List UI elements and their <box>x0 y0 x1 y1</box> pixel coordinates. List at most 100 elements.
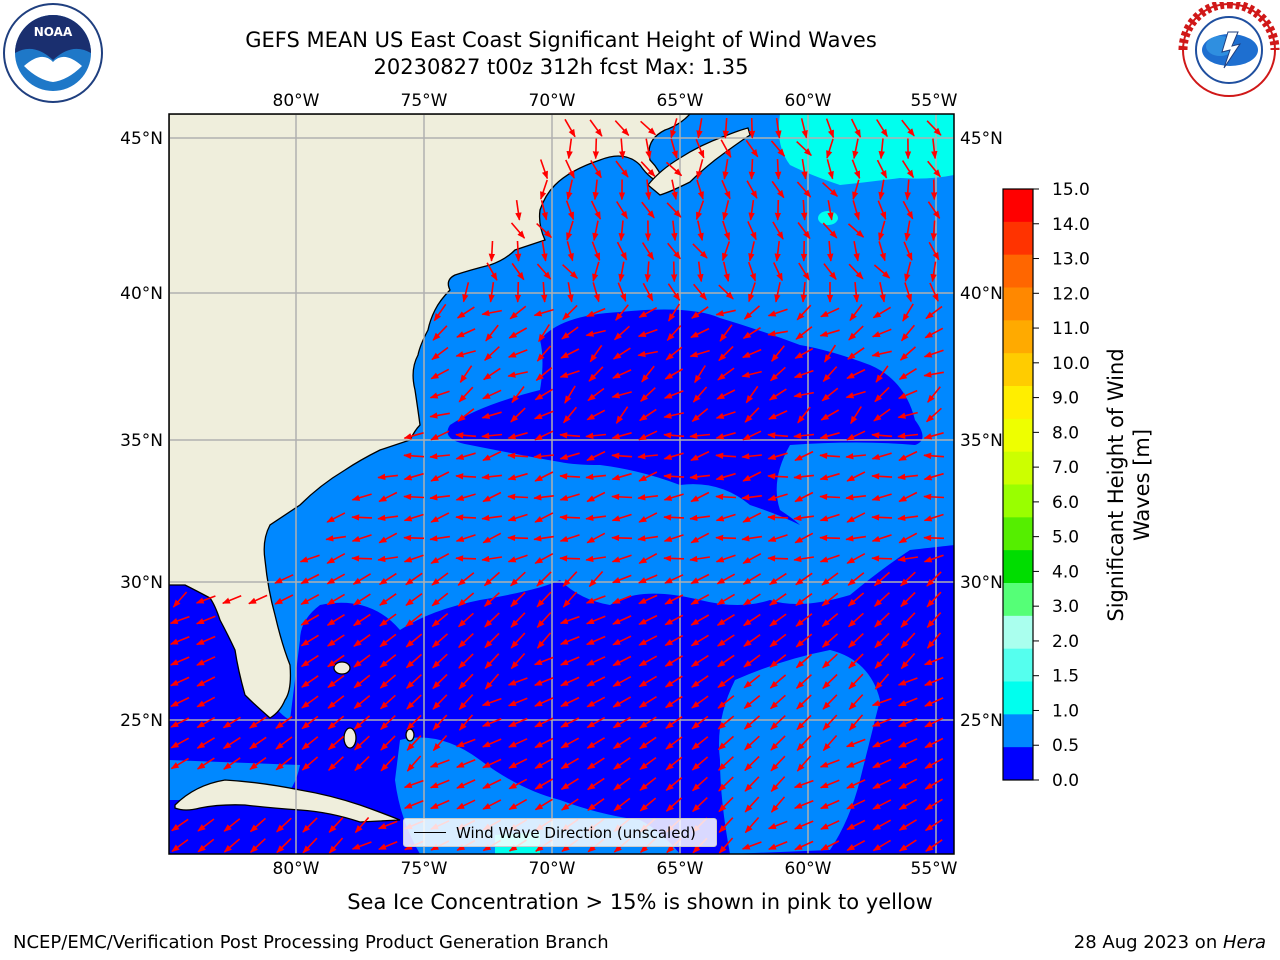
wind-wave-arrow <box>377 514 399 522</box>
wind-wave-arrow <box>923 656 944 666</box>
wind-wave-arrow <box>638 471 658 482</box>
wind-wave-arrow <box>536 632 552 649</box>
wind-wave-arrow <box>771 345 785 362</box>
wind-wave-arrow <box>848 633 864 648</box>
wind-wave-arrow <box>592 220 599 242</box>
wind-wave-arrow <box>585 555 607 563</box>
wind-wave-arrow <box>406 735 422 751</box>
wind-wave-arrow <box>845 738 866 748</box>
wind-wave-arrow <box>847 223 865 238</box>
wind-wave-arrow <box>351 555 373 562</box>
wind-wave-arrow <box>689 349 710 358</box>
wind-wave-arrow <box>354 816 370 834</box>
wind-wave-arrow <box>585 329 606 337</box>
wind-wave-arrow <box>767 555 789 562</box>
wind-wave-arrow <box>742 327 761 339</box>
wind-wave-arrow <box>249 756 267 771</box>
wind-wave-arrow <box>819 534 841 542</box>
lon-label: 70°W <box>529 859 576 879</box>
wind-wave-arrow <box>846 552 866 565</box>
wind-wave-arrow <box>429 494 450 501</box>
colorbar-frame <box>1002 188 1034 781</box>
wind-wave-arrow <box>641 242 655 261</box>
colorbar-tick-label: 3.0 <box>1052 597 1079 617</box>
wind-wave-arrow <box>871 493 892 501</box>
higher-wave-spot <box>818 211 838 225</box>
wind-wave-arrow <box>742 512 762 523</box>
wind-wave-arrow <box>301 675 319 688</box>
wind-wave-arrow <box>721 241 731 262</box>
wind-wave-arrow <box>638 635 658 646</box>
wind-wave-arrow <box>897 411 918 419</box>
wind-wave-arrow <box>898 532 918 544</box>
wind-wave-arrow <box>560 757 580 770</box>
wind-wave-arrow <box>770 694 786 710</box>
wind-wave-arrow <box>924 717 944 728</box>
wind-wave-arrow <box>767 820 788 830</box>
wind-wave-arrow <box>926 612 942 628</box>
wind-wave-arrow <box>560 696 580 708</box>
wind-wave-arrow <box>722 261 730 282</box>
wind-wave-arrow <box>819 432 840 440</box>
wind-wave-arrow <box>507 697 528 707</box>
wind-wave-arrow <box>611 534 633 542</box>
wind-wave-arrow <box>586 737 606 749</box>
wind-wave-arrow <box>592 138 600 160</box>
wind-wave-arrow <box>507 349 528 358</box>
wind-wave-arrow <box>742 573 762 585</box>
wind-wave-arrow <box>534 737 554 749</box>
wind-wave-arrow <box>874 673 890 690</box>
wind-wave-arrow <box>930 220 938 242</box>
wind-wave-arrow <box>744 407 760 423</box>
wind-wave-arrow <box>745 385 759 404</box>
colorbar-band <box>1003 254 1033 288</box>
colorbar-tick-label: 13.0 <box>1052 250 1090 270</box>
wind-wave-arrow <box>325 535 347 542</box>
wind-wave-arrow <box>690 654 709 668</box>
wind-wave-arrow <box>638 696 657 708</box>
wind-wave-arrow <box>819 493 841 501</box>
wind-wave-arrow <box>484 632 500 649</box>
wind-wave-arrow <box>533 656 554 666</box>
wind-wave-arrow <box>533 308 554 317</box>
wind-wave-arrow <box>564 385 576 404</box>
wind-wave-arrow <box>796 674 812 689</box>
wind-wave-arrow <box>612 615 632 625</box>
wind-wave-arrow <box>665 797 683 812</box>
wind-wave-arrow <box>820 840 840 851</box>
wind-wave-arrow <box>541 240 548 262</box>
wind-wave-arrow <box>377 555 399 563</box>
wind-wave-arrow <box>535 366 553 382</box>
wind-wave-arrow <box>924 327 944 339</box>
wind-wave-arrow <box>743 634 761 647</box>
wind-wave-arrow <box>457 592 475 607</box>
wind-wave-arrow <box>482 799 502 810</box>
wind-wave-arrow <box>536 263 552 280</box>
wind-wave-arrow <box>847 572 865 586</box>
wind-wave-arrow <box>692 776 708 792</box>
wind-wave-arrow <box>899 346 917 361</box>
wind-wave-arrow <box>924 757 944 770</box>
wind-wave-arrow <box>748 117 756 139</box>
wind-wave-arrow <box>902 303 914 322</box>
wind-wave-arrow <box>562 571 578 587</box>
wind-wave-arrow <box>481 697 502 707</box>
wind-wave-arrow <box>901 119 915 137</box>
wind-wave-arrow <box>877 200 887 221</box>
wind-wave-arrow <box>822 694 838 710</box>
wind-wave-arrow <box>639 797 657 812</box>
graticule <box>169 114 954 854</box>
wind-wave-arrow <box>715 534 737 542</box>
wind-wave-arrow <box>170 737 190 749</box>
wind-wave-arrow <box>379 674 397 689</box>
colorbar-tick-label: 2.0 <box>1052 632 1079 652</box>
wind-wave-arrow <box>429 759 450 768</box>
wind-wave-arrow <box>611 493 633 501</box>
wind-wave-arrow <box>770 715 786 730</box>
wind-wave-arrow <box>689 432 711 439</box>
wind-wave-arrow <box>898 839 917 852</box>
wind-wave-arrow <box>797 406 811 424</box>
wind-wave-arrow <box>249 817 267 833</box>
wind-wave-arrow <box>484 653 500 669</box>
wind-wave-arrow <box>352 573 372 585</box>
